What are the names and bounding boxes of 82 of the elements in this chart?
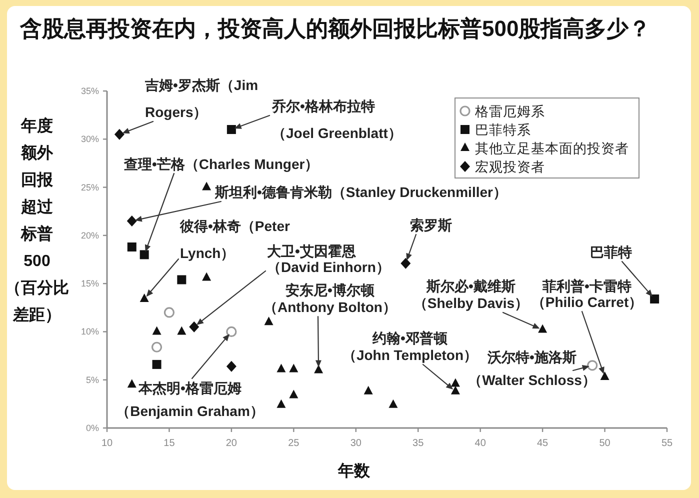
point bbox=[127, 379, 136, 388]
x-tick-label: 35 bbox=[412, 438, 424, 449]
point bbox=[364, 386, 373, 394]
point bbox=[650, 294, 660, 304]
x-tick-label: 55 bbox=[661, 438, 673, 449]
annotation: （Anthony Bolton） bbox=[264, 299, 396, 315]
annotation: 斯坦利•德鲁肯米勒（Stanley Druckenmiller） bbox=[215, 184, 507, 200]
annotation: 吉姆•罗杰斯（Jim bbox=[145, 77, 258, 93]
point bbox=[152, 360, 162, 369]
annotation: （Shelby Davis） bbox=[413, 295, 529, 311]
point bbox=[126, 215, 137, 226]
y-tick-label: 10% bbox=[80, 326, 99, 337]
annotation: 巴菲特 bbox=[590, 244, 632, 260]
x-tick-label: 30 bbox=[350, 438, 362, 449]
point bbox=[177, 275, 186, 284]
annotation: 约翰•邓普顿 bbox=[372, 330, 448, 346]
annotation: 乔尔•格林布拉特 bbox=[272, 98, 375, 114]
legend-label: 宏观投资者 bbox=[475, 160, 545, 174]
point bbox=[400, 258, 411, 269]
annotation: 彼得•林奇（Peter bbox=[180, 218, 290, 234]
annotation: 本杰明•格雷厄姆 bbox=[138, 380, 242, 396]
annotation: 菲利普•卡雷特 bbox=[542, 278, 632, 294]
legend-label: 其他立足基本面的投资者 bbox=[475, 141, 629, 156]
y-tick-label: 0% bbox=[86, 423, 99, 433]
point bbox=[151, 342, 162, 352]
point bbox=[140, 293, 149, 302]
annotation: （John Templeton） bbox=[342, 347, 478, 363]
y-tick-label: 35% bbox=[80, 86, 99, 96]
annotation: 沃尔特•施洛斯 bbox=[488, 349, 576, 365]
legend-label: 巴菲特系 bbox=[475, 122, 531, 138]
point bbox=[226, 125, 236, 134]
point bbox=[226, 360, 236, 372]
y-tick-label: 20% bbox=[80, 230, 99, 240]
x-tick-label: 20 bbox=[226, 438, 238, 449]
x-tick-label: 25 bbox=[288, 438, 300, 449]
point bbox=[276, 364, 286, 372]
point bbox=[388, 399, 398, 408]
point bbox=[289, 390, 298, 398]
point bbox=[264, 316, 274, 326]
x-tick-label: 50 bbox=[599, 438, 611, 449]
point bbox=[202, 182, 212, 190]
point bbox=[226, 326, 237, 338]
annotation: （Walter Schloss） bbox=[468, 372, 596, 388]
y-tick-label: 5% bbox=[86, 374, 99, 385]
annotation: 查理•芒格（Charles Munger） bbox=[124, 156, 319, 172]
x-axis-title: 年数 bbox=[337, 462, 371, 480]
legend-label: 格雷厄姆系 bbox=[474, 104, 545, 119]
point bbox=[538, 324, 548, 333]
point bbox=[276, 399, 286, 408]
y-tick-label: 15% bbox=[80, 278, 99, 289]
point bbox=[152, 326, 162, 335]
y-tick-label: 25% bbox=[80, 182, 99, 192]
annotation: Lynch） bbox=[180, 245, 235, 261]
point bbox=[587, 360, 598, 371]
point bbox=[140, 250, 149, 260]
point bbox=[450, 386, 460, 394]
annotation: Rogers） bbox=[145, 104, 208, 120]
point bbox=[289, 364, 298, 372]
title: 含股息再投资在内，投资高人的额外回报比标普500股指高多少？ bbox=[20, 16, 651, 41]
x-tick-label: 45 bbox=[536, 438, 549, 449]
x-tick-label: 40 bbox=[474, 438, 486, 449]
annotation: （Joel Greenblatt） bbox=[272, 125, 402, 141]
y-axis-title: 年度额外回报超过标普500（百分比差距） bbox=[5, 118, 69, 324]
point bbox=[164, 307, 175, 318]
annotation: 安东尼•博尔顿 bbox=[286, 282, 374, 298]
point bbox=[314, 364, 324, 374]
point bbox=[189, 321, 200, 332]
annotation: （David Einhorn） bbox=[267, 259, 390, 275]
y-tick-label: 30% bbox=[80, 134, 99, 144]
point bbox=[202, 272, 212, 281]
annotation: （Benjamin Graham） bbox=[116, 403, 264, 419]
x-tick-label: 15 bbox=[164, 438, 176, 449]
annotation: 索罗斯 bbox=[410, 217, 452, 233]
point bbox=[127, 242, 136, 252]
annotation: （Philio Carret） bbox=[531, 294, 643, 310]
point bbox=[177, 326, 186, 335]
annotation: 大卫•艾因霍恩 bbox=[267, 243, 356, 259]
annotation: 斯尔必•戴维斯 bbox=[426, 278, 516, 294]
point bbox=[114, 128, 124, 140]
x-tick-label: 10 bbox=[101, 438, 113, 449]
point bbox=[600, 371, 610, 380]
point bbox=[450, 378, 460, 387]
